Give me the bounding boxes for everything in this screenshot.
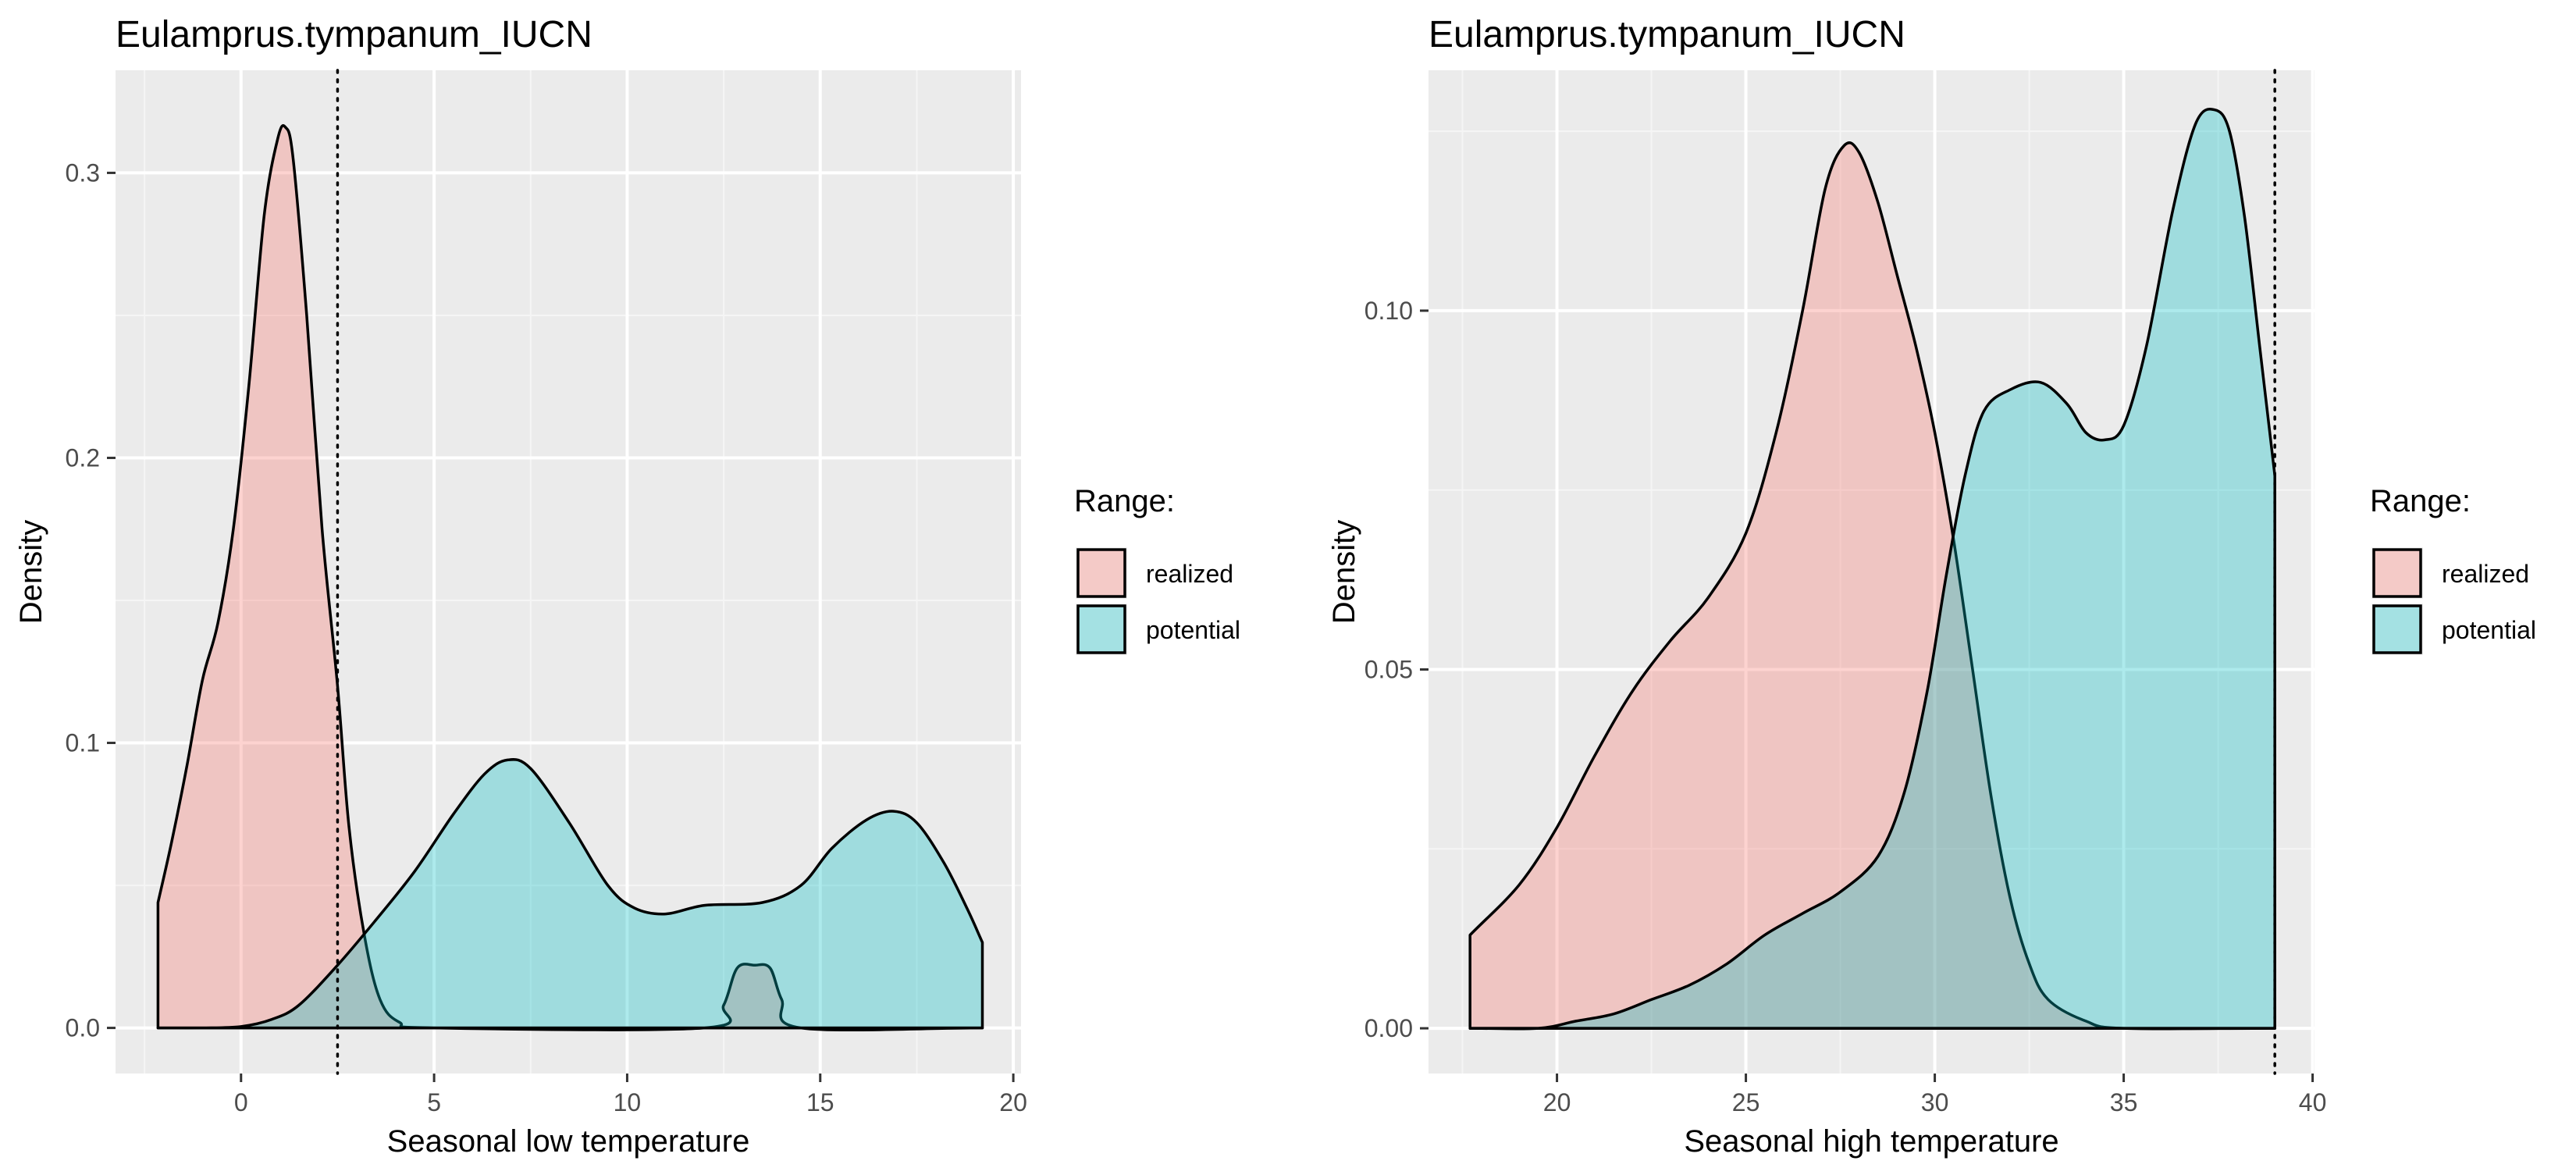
legend-swatch-realized — [2372, 548, 2422, 598]
x-tick-label: 20 — [1543, 1088, 1571, 1116]
legend-label-realized: realized — [2442, 560, 2529, 588]
x-axis-title: Seasonal high temperature — [1684, 1124, 2058, 1159]
chart-title: Eulamprus.tympanum_IUCN — [1429, 14, 1905, 55]
y-tick-label: 0.2 — [66, 443, 100, 472]
chart-panel-2: 20 25 30 35 40 0.00 0.05 0.10 Seasonal high temp… — [1327, 14, 2536, 1159]
x-tick-label: 35 — [2110, 1088, 2138, 1116]
x-tick-label: 0 — [234, 1088, 248, 1116]
legend-key-bg — [1076, 604, 1127, 655]
legend-swatch-potential — [2372, 604, 2422, 654]
x-axis-title: Seasonal low temperature — [387, 1124, 750, 1159]
legend: Range: realized potential — [1074, 484, 1240, 655]
legend-key-bg — [1076, 547, 1127, 599]
x-tick-label: 40 — [2299, 1088, 2327, 1116]
legend-title: Range: — [1074, 484, 1175, 518]
y-tick-label: 0.1 — [66, 729, 100, 757]
chart-panel-1: 0 5 10 15 20 0.0 0.1 0.2 0.3 Seasonal low tempera… — [14, 14, 1240, 1159]
legend-label-potential: potential — [1146, 616, 1240, 644]
legend-label-realized: realized — [1146, 560, 1233, 588]
legend-swatch-potential — [1076, 604, 1126, 654]
density-area-realized — [156, 124, 984, 1032]
y-tick-label: 0.3 — [66, 158, 100, 187]
legend-title: Range: — [2370, 484, 2471, 518]
x-tick-label: 25 — [1732, 1088, 1760, 1116]
y-tick-label: 0.0 — [66, 1014, 100, 1042]
y-tick-label: 0.05 — [1364, 656, 1413, 684]
density-area-potential — [156, 757, 984, 1030]
x-tick-label: 5 — [427, 1088, 441, 1116]
x-tick-label: 30 — [1921, 1088, 1949, 1116]
x-tick-label: 20 — [999, 1088, 1027, 1116]
chart-title: Eulamprus.tympanum_IUCN — [116, 14, 592, 55]
x-tick-label: 10 — [614, 1088, 642, 1116]
y-tick-label: 0.00 — [1364, 1014, 1413, 1042]
y-tick-label: 0.10 — [1364, 297, 1413, 325]
legend-label-potential: potential — [2442, 616, 2536, 644]
density-area-realized — [1468, 141, 2276, 1031]
legend-swatch-realized — [1076, 548, 1126, 598]
plot-background — [116, 70, 1021, 1074]
legend-key-bg — [2371, 604, 2423, 655]
x-tick-label: 15 — [806, 1088, 834, 1116]
density-area-potential — [1468, 108, 2276, 1031]
legend: Range: realized potential — [2370, 484, 2536, 655]
y-axis-title: Density — [1327, 520, 1361, 624]
y-axis-title: Density — [14, 520, 48, 624]
legend-key-bg — [2371, 547, 2423, 599]
